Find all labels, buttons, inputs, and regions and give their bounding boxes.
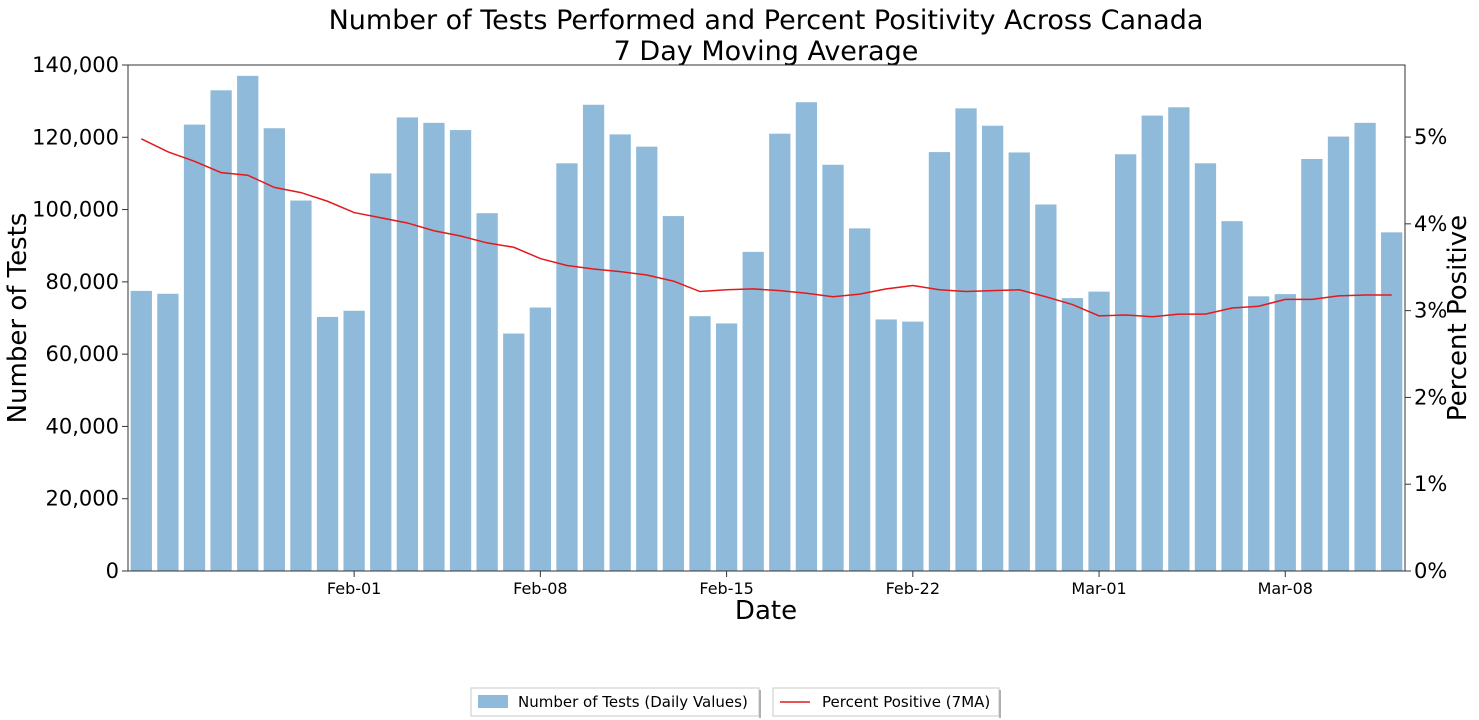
bar-tests-19	[636, 146, 658, 571]
bar-tests-45	[1327, 136, 1350, 571]
bar-tests-46	[1354, 122, 1376, 571]
bar-series	[130, 75, 1403, 572]
legend-swatch-tests	[478, 695, 508, 708]
line-series	[140, 138, 1392, 318]
y-tick-label-left-7: 140,000	[32, 53, 119, 77]
bar-tests-37	[1115, 154, 1137, 571]
y-axis-label-right: Percent Positive	[1443, 215, 1473, 421]
bar-tests-43	[1274, 294, 1296, 571]
bar-tests-6	[290, 200, 312, 572]
bar-tests-25	[795, 102, 818, 571]
bar-tests-17	[582, 104, 605, 571]
bar-tests-2	[183, 124, 206, 571]
y-axis-right-ticks: 0% 1% 2% 3% 4% 5%	[1405, 125, 1447, 583]
x-tick-label-1: Feb-08	[513, 579, 567, 598]
bar-tests-23	[742, 251, 764, 572]
bar-tests-7	[316, 316, 339, 571]
bar-tests-44	[1301, 158, 1323, 571]
bar-tests-16	[556, 163, 578, 571]
bar-tests-26	[822, 164, 844, 571]
bar-tests-9	[370, 173, 392, 571]
bar-tests-4	[237, 75, 259, 571]
plot-frame	[127, 64, 1406, 572]
y-tick-label-left-1: 20,000	[46, 487, 119, 511]
y-tick-label-left-3: 60,000	[46, 342, 119, 366]
legend-shadow-positivity	[999, 690, 1001, 718]
bar-tests-1	[157, 293, 179, 571]
bar-tests-5	[263, 128, 285, 571]
x-tick-label-0: Feb-01	[327, 579, 381, 598]
bar-tests-41	[1221, 221, 1243, 571]
y-axis-left-ticks: 0 20,000 40,000 60,000 80,000 100,000 120,000 1…	[32, 53, 128, 583]
y-tick-label-left-5: 100,000	[32, 198, 119, 222]
bar-tests-27	[848, 228, 871, 571]
y-tick-label-right-4: 4%	[1414, 212, 1447, 236]
chart-subtitle: 7 Day Moving Average	[614, 36, 919, 67]
y-axis-label-left: Number of Tests	[3, 213, 33, 424]
y-tick-label-right-0: 0%	[1414, 559, 1447, 583]
y-tick-label-left-4: 80,000	[46, 270, 119, 294]
bar-tests-12	[449, 130, 472, 571]
y-tick-label-left-0: 0	[106, 559, 119, 583]
bar-tests-15	[529, 307, 551, 571]
bar-tests-36	[1088, 291, 1110, 571]
bar-tests-38	[1141, 115, 1163, 571]
y-tick-label-right-2: 2%	[1414, 385, 1447, 409]
x-axis-ticks: Feb-01 Feb-08 Feb-15 Feb-22 Mar-01 Mar-08	[327, 571, 1313, 598]
y-tick-label-right-3: 3%	[1414, 299, 1447, 323]
bar-tests-21	[689, 316, 711, 571]
bar-tests-47	[1381, 232, 1403, 571]
bar-tests-10	[396, 117, 418, 571]
bar-tests-24	[769, 133, 791, 572]
bar-tests-18	[609, 134, 631, 571]
bar-tests-29	[902, 321, 924, 571]
bar-tests-40	[1194, 163, 1217, 571]
y-tick-label-right-5: 5%	[1414, 125, 1447, 149]
bar-tests-42	[1248, 296, 1270, 571]
bar-tests-35	[1061, 298, 1084, 571]
bar-tests-8	[343, 310, 365, 571]
bar-tests-11	[423, 122, 445, 571]
legend-label-tests: Number of Tests (Daily Values)	[518, 693, 748, 711]
legend-label-positivity: Percent Positive (7MA)	[822, 693, 990, 711]
legend: Number of Tests (Daily Values) Percent P…	[470, 687, 1001, 718]
x-tick-label-5: Mar-08	[1258, 579, 1313, 598]
bar-tests-22	[715, 323, 738, 571]
bar-tests-33	[1008, 152, 1030, 571]
bar-tests-14	[503, 333, 525, 571]
bar-tests-30	[928, 152, 951, 571]
bar-tests-13	[476, 213, 498, 571]
bar-tests-20	[662, 216, 685, 571]
bar-tests-28	[875, 319, 897, 571]
x-tick-label-4: Mar-01	[1071, 579, 1126, 598]
y-tick-label-left-6: 120,000	[32, 125, 119, 149]
y-tick-label-right-1: 1%	[1414, 472, 1447, 496]
bar-tests-0	[130, 290, 152, 571]
legend-shadow-tests	[759, 690, 761, 718]
bar-tests-32	[981, 125, 1004, 571]
y-tick-label-left-2: 40,000	[46, 414, 119, 438]
bar-tests-3	[210, 90, 232, 572]
bar-tests-31	[955, 108, 977, 572]
x-tick-label-2: Feb-15	[699, 579, 753, 598]
line-percent-positive	[140, 138, 1392, 318]
chart-title: Number of Tests Performed and Percent Po…	[329, 5, 1204, 36]
bar-tests-39	[1168, 107, 1190, 571]
x-axis-label: Date	[735, 596, 797, 626]
bar-tests-34	[1035, 204, 1057, 571]
x-tick-label-3: Feb-22	[886, 579, 940, 598]
